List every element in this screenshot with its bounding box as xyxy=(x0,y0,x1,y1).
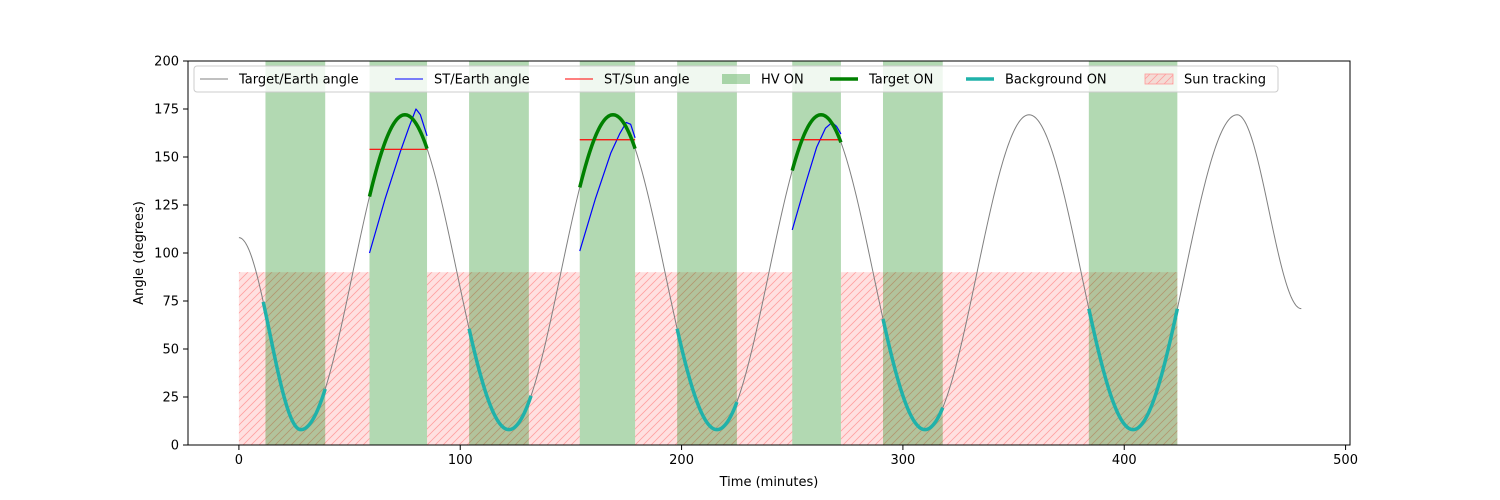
legend-label: Target ON xyxy=(868,73,933,88)
sun-tracking-hatch xyxy=(635,272,793,445)
y-tick-label: 50 xyxy=(162,343,179,358)
legend: Target/Earth angle ST/Earth angle ST/Sun a… xyxy=(193,65,1279,93)
background-on-segment xyxy=(261,301,327,432)
legend-label: Target/Earth angle xyxy=(238,73,359,88)
x-axis-label: Time (minutes) xyxy=(719,475,819,490)
target-on-segment xyxy=(790,113,843,172)
y-tick-label: 75 xyxy=(162,295,179,310)
legend-swatch-hatch-lines xyxy=(1145,74,1173,84)
y-tick-label: 175 xyxy=(154,103,179,118)
x-tick-label: 200 xyxy=(669,453,694,468)
axes: 0 100 200 300 400 500 0 25 50 75 100 125 150 175 200 xyxy=(154,55,1358,469)
legend-label: ST/Sun angle xyxy=(604,73,690,88)
legend-label: ST/Earth angle xyxy=(434,73,530,88)
y-tick-label: 200 xyxy=(154,55,179,70)
hv-on-band xyxy=(792,61,841,445)
y-tick-label: 150 xyxy=(154,151,179,166)
background-on-segment xyxy=(1087,308,1180,432)
sun-tracking-hatch xyxy=(427,272,580,445)
background-on-segment xyxy=(881,318,945,432)
legend-box xyxy=(193,65,1279,93)
legend-label: HV ON xyxy=(761,73,804,88)
x-tick-label: 300 xyxy=(890,453,915,468)
y-tick-label: 125 xyxy=(154,199,179,214)
hv-on-band xyxy=(882,61,943,445)
legend-swatch-patch xyxy=(722,74,750,84)
legend-label: Background ON xyxy=(1005,73,1107,88)
x-tick-label: 400 xyxy=(1112,453,1137,468)
y-tick-label: 0 xyxy=(171,439,179,454)
hv-on-band xyxy=(677,61,737,445)
st-earth-angle-segment xyxy=(368,108,428,254)
st-earth-angle-segment xyxy=(579,121,636,252)
y-tick-label: 100 xyxy=(154,247,179,262)
x-tick-label: 100 xyxy=(448,453,473,468)
hv-on-band xyxy=(469,61,529,445)
x-tick-label: 0 xyxy=(235,453,243,468)
y-tick-label: 25 xyxy=(162,391,179,406)
y-axis-label: Angle (degrees) xyxy=(132,201,147,305)
hv-on-band xyxy=(1088,61,1178,445)
background-on-segment xyxy=(675,328,739,432)
target-on-segment xyxy=(367,113,429,197)
plot-area xyxy=(238,61,1302,445)
background-on-segment xyxy=(467,328,533,432)
hv-on-band xyxy=(265,61,326,445)
target-on-segment xyxy=(578,113,637,188)
st-earth-angle-segment xyxy=(791,121,842,231)
x-tick-label: 500 xyxy=(1333,453,1358,468)
sun-tracking-hatch xyxy=(238,272,370,445)
legend-label: Sun tracking xyxy=(1184,73,1266,88)
